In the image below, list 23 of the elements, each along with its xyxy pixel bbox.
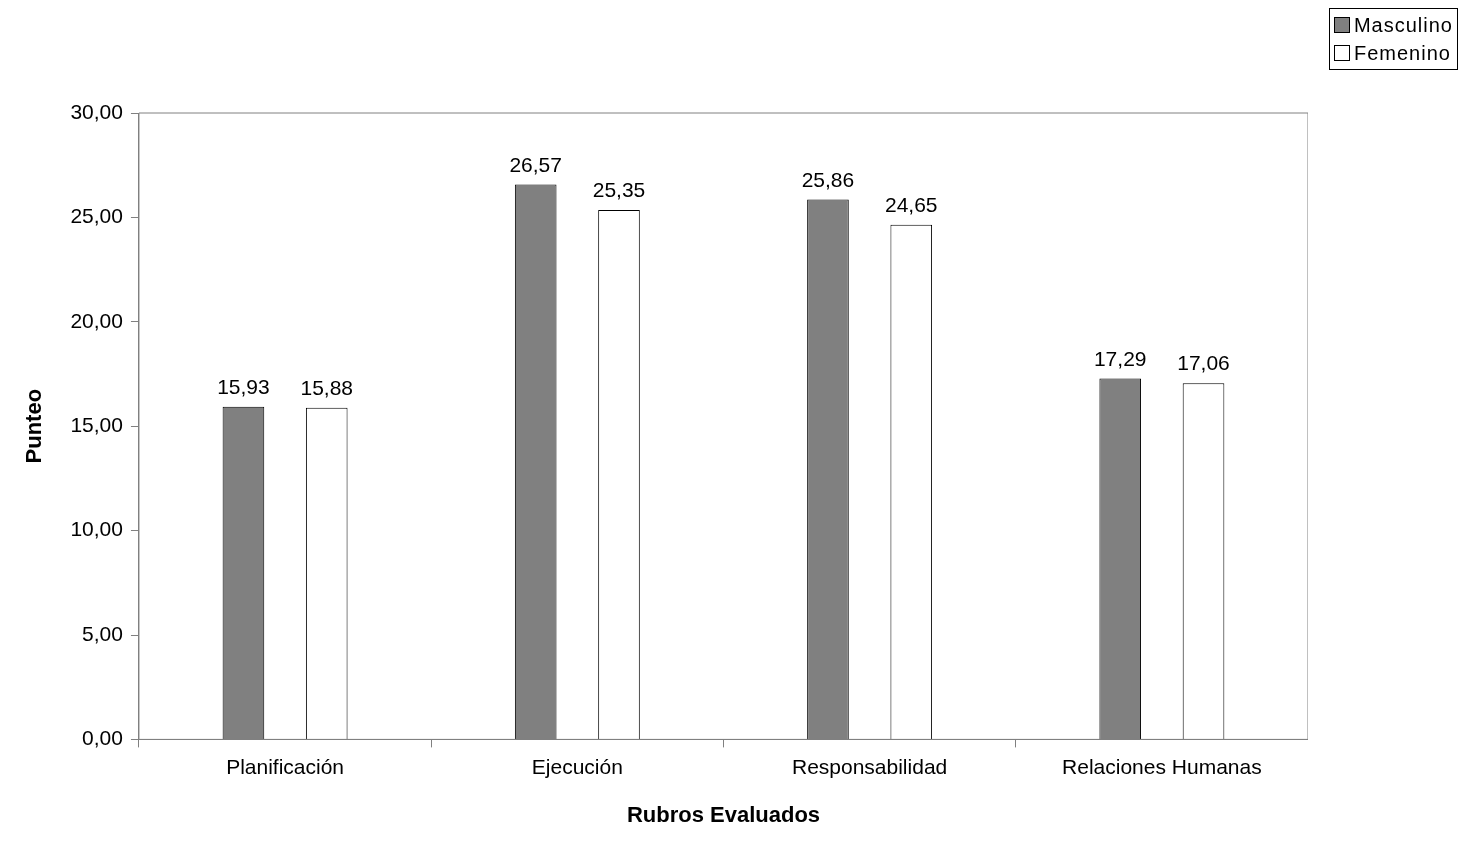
y-tick-label: 0,00: [82, 726, 123, 750]
data-label: 24,65: [884, 193, 938, 216]
data-label: 17,29: [1093, 346, 1147, 370]
y-axis-title: Punteo: [21, 388, 47, 464]
y-tick-label: 5,00: [82, 621, 123, 645]
data-label: 25,86: [801, 167, 855, 191]
x-tick-label: Relaciones Humanas: [1062, 754, 1262, 778]
y-tick-label: 10,00: [70, 517, 123, 541]
y-tick-label: 15,00: [70, 413, 123, 436]
data-label: 25,35: [592, 178, 646, 202]
data-label: 26,57: [509, 152, 562, 176]
x-tick-label: Ejecución: [531, 754, 623, 778]
y-tick-label: 30,00: [70, 99, 123, 123]
x-tick-label: Planificación: [226, 754, 345, 778]
y-tick-label: 25,00: [70, 204, 123, 228]
y-tick-label: 20,00: [70, 308, 123, 332]
legend-label: Masculino: [1353, 13, 1453, 37]
data-label: 15,88: [300, 376, 354, 400]
x-axis-title: Rubros Evaluados: [626, 801, 821, 827]
text: Femenino: [1353, 41, 1451, 65]
data-label: 15,93: [217, 375, 270, 399]
data-label: 17,06: [1177, 351, 1230, 375]
x-tick-label: Responsabilidad: [791, 754, 948, 778]
